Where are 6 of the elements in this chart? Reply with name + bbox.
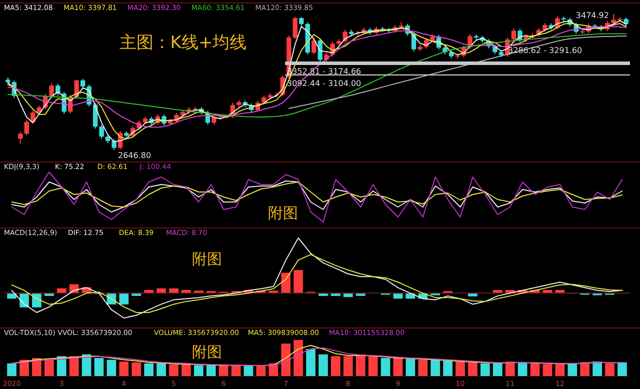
annotation: 主图：K线+均线 [119,33,247,53]
annotation: 附图 [192,250,222,268]
annotation: 附图 [192,343,222,361]
annotation: 附图 [268,204,298,222]
text: 2646.80 [118,151,152,160]
annotation: 3474.92 [576,11,609,20]
